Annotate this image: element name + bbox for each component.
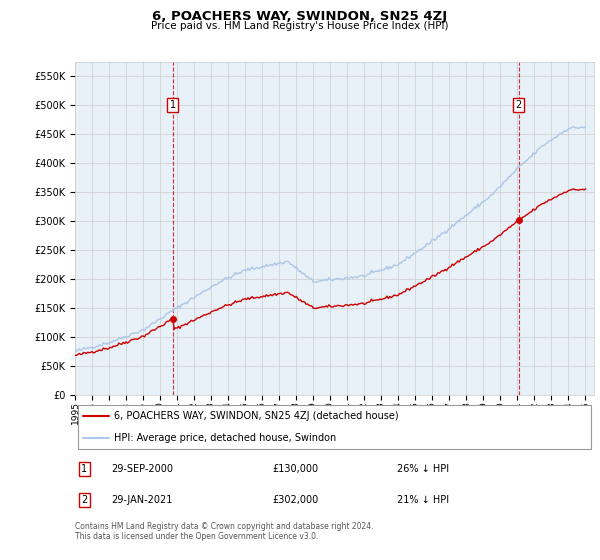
Text: Contains HM Land Registry data © Crown copyright and database right 2024.
This d: Contains HM Land Registry data © Crown c…	[75, 522, 373, 542]
Text: £130,000: £130,000	[272, 464, 319, 474]
Text: 26% ↓ HPI: 26% ↓ HPI	[397, 464, 449, 474]
Text: 21% ↓ HPI: 21% ↓ HPI	[397, 495, 449, 505]
Text: 29-JAN-2021: 29-JAN-2021	[112, 495, 173, 505]
Text: Price paid vs. HM Land Registry's House Price Index (HPI): Price paid vs. HM Land Registry's House …	[151, 21, 449, 31]
Text: 1: 1	[170, 100, 176, 110]
Text: 1: 1	[81, 464, 88, 474]
Text: 2: 2	[515, 100, 522, 110]
Text: 6, POACHERS WAY, SWINDON, SN25 4ZJ: 6, POACHERS WAY, SWINDON, SN25 4ZJ	[152, 10, 448, 23]
Text: £302,000: £302,000	[272, 495, 319, 505]
FancyBboxPatch shape	[77, 405, 592, 449]
Text: 29-SEP-2000: 29-SEP-2000	[112, 464, 173, 474]
Text: 6, POACHERS WAY, SWINDON, SN25 4ZJ (detached house): 6, POACHERS WAY, SWINDON, SN25 4ZJ (deta…	[114, 411, 398, 421]
Text: HPI: Average price, detached house, Swindon: HPI: Average price, detached house, Swin…	[114, 433, 336, 443]
Text: 2: 2	[81, 495, 88, 505]
